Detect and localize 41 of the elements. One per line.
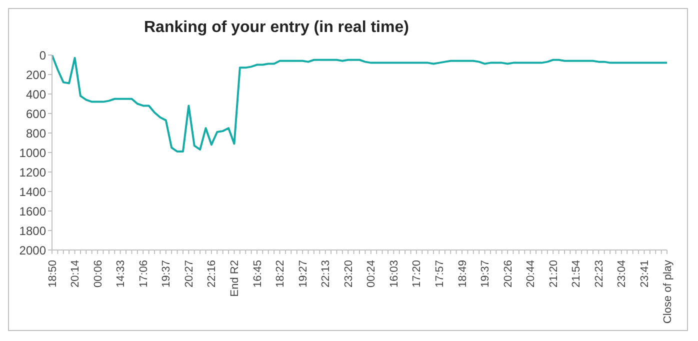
x-tick-label: 20:27 [183,260,196,288]
x-tick-label: 18:49 [456,260,469,288]
y-tick-label: 1000 [19,146,46,160]
x-tick-label: 23:04 [616,260,628,288]
x-tick-label: 23:20 [342,260,355,288]
x-tick-label: 22:16 [206,260,218,288]
chart-title: Ranking of your entry (in real time) [143,18,410,38]
x-tick-label: 20:26 [502,260,514,288]
x-tick-label: 17:20 [411,260,424,288]
x-tick-label: 16:03 [388,260,400,288]
x-tick-label: 20:14 [70,260,82,288]
x-tick-label: 21:20 [548,260,560,288]
y-tick-label: 200 [26,68,46,82]
x-tick-label: 20:44 [525,260,538,288]
x-tick-label: 19:37 [160,260,173,288]
y-tick-label: 600 [26,106,46,121]
x-tick-label: Close of play [662,260,674,324]
y-tick-label: 800 [26,126,46,140]
x-tick-label: 22:23 [593,260,606,288]
y-tick-label: 1400 [19,184,46,199]
x-tick-label: End R2 [229,260,242,297]
line-series [51,55,668,153]
x-tick-label: 23:41 [639,260,652,288]
x-tick-label: 00:06 [92,260,104,288]
x-tick-label: 14:33 [115,260,128,288]
x-tick-label: 18:22 [274,260,287,288]
y-tick-label: 0 [39,48,46,62]
x-tick-label: 17:57 [434,260,446,288]
x-tick-label: 16:45 [252,260,264,288]
y-tick-label: 1800 [19,224,46,238]
y-tick-label: 1600 [19,204,46,218]
x-tick-label: 22:13 [320,260,332,288]
x-tick-label: 00:24 [366,260,378,288]
x-tick-label: 19:37 [480,260,492,288]
x-tick-label: 17:06 [138,260,150,288]
y-tick-label: 400 [26,87,46,102]
x-tick-label: 18:50 [46,260,59,288]
x-tick-label: 19:27 [297,260,310,288]
x-tick-label: 21:54 [570,260,583,288]
y-tick-label: 2000 [19,243,46,258]
y-tick-label: 1200 [19,165,46,180]
